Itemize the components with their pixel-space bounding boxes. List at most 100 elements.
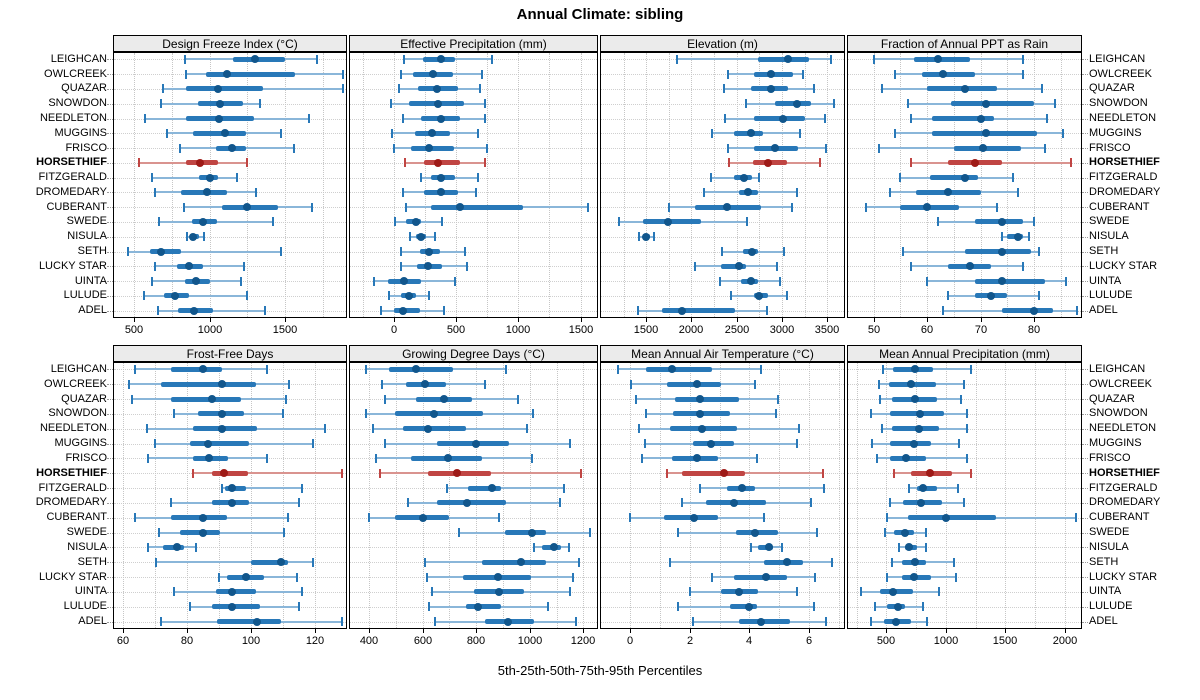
row-label-left-muggins: MUGGINS — [54, 126, 107, 139]
median-dot — [437, 173, 446, 182]
row-label-left-fitzgerald: FITZGERALD — [38, 171, 107, 184]
median-dot — [1029, 306, 1038, 315]
whisker-cap — [558, 498, 561, 508]
whisker-cap — [400, 69, 403, 79]
row-tick-left — [107, 133, 113, 134]
axis-tick-label: 2 — [686, 635, 694, 647]
median-dot — [456, 203, 465, 212]
row-guide — [601, 296, 844, 297]
row-label-left-swede: SWEDE — [66, 215, 107, 228]
whisker-cap — [477, 128, 480, 138]
row-tick-left — [107, 399, 113, 400]
median-dot — [440, 395, 449, 404]
whisker-cap — [323, 424, 326, 434]
axis-tick — [630, 629, 631, 633]
whisker-cap — [676, 602, 679, 612]
whisker-cap — [645, 409, 648, 419]
median-dot — [227, 602, 236, 611]
row-label-right-horsethief: HORSETHIEF — [1089, 156, 1160, 169]
whisker-cap — [870, 409, 873, 419]
whisker-cap — [1075, 513, 1078, 523]
whisker-cap — [813, 84, 816, 94]
whisker-cap — [640, 453, 643, 463]
row-label-left-lulude: LULUDE — [63, 289, 107, 302]
panel-fraction-of-annual-ppt-as-rain — [847, 52, 1082, 318]
whisker-cap — [203, 232, 206, 242]
row-tick-left — [107, 266, 113, 267]
whisker-cap — [894, 128, 897, 138]
whisker-cap — [910, 114, 913, 123]
whisker-cap — [778, 276, 781, 286]
iqr-box — [161, 381, 256, 387]
whisker-cap — [1038, 291, 1041, 301]
row-label-right-lucky-star: LUCKY STAR — [1089, 259, 1158, 272]
axis-tick-label: 2000 — [678, 324, 704, 336]
whisker-cap — [1070, 158, 1073, 168]
median-dot — [411, 365, 420, 374]
whisker-cap — [388, 291, 391, 301]
median-dot — [987, 291, 996, 300]
panel-strip-mean-annual-air-temperature-c: Mean Annual Air Temperature (°C) — [600, 345, 845, 362]
iqr-box — [916, 485, 938, 491]
median-dot — [473, 602, 482, 611]
row-tick-left — [107, 458, 113, 459]
whisker-cap — [433, 617, 436, 627]
whisker-cap — [137, 158, 140, 168]
panel-title: Design Freeze Index (°C) — [162, 36, 298, 51]
whisker-cap — [562, 483, 565, 493]
median-dot — [770, 144, 779, 153]
whisker-cap — [381, 379, 384, 389]
whisker-cap — [156, 306, 159, 316]
whisker-cap — [368, 513, 371, 523]
gridline — [456, 53, 457, 317]
median-dot — [740, 173, 748, 182]
whisker-cap — [821, 468, 824, 478]
gridline — [363, 53, 364, 317]
whisker-cap — [728, 158, 731, 168]
median-dot — [941, 513, 950, 522]
median-dot — [488, 484, 497, 493]
row-tick-left — [107, 207, 113, 208]
whisker-line — [128, 250, 281, 253]
whisker-cap — [1064, 276, 1067, 286]
whisker-cap — [142, 291, 145, 301]
whisker-cap — [637, 424, 640, 434]
whisker-cap — [809, 498, 812, 508]
whisker-line — [193, 472, 343, 475]
axis-tick — [737, 318, 738, 322]
whisker-cap — [1000, 232, 1003, 242]
row-label-left-owlcreek: OWLCREEK — [44, 67, 107, 80]
whisker-cap — [192, 468, 195, 478]
panel-frost-free-days — [113, 362, 347, 629]
median-dot — [910, 365, 919, 374]
row-tick-right — [1082, 458, 1088, 459]
panel-title: Fraction of Annual PPT as Rain — [880, 36, 1049, 51]
median-dot — [430, 409, 439, 418]
whisker-cap — [936, 217, 939, 227]
whisker-cap — [755, 453, 758, 463]
gridline — [749, 363, 750, 628]
median-dot — [719, 469, 728, 478]
row-tick-left — [107, 414, 113, 415]
whisker-cap — [719, 276, 722, 286]
whisker-cap — [242, 261, 245, 271]
median-dot — [764, 543, 773, 552]
whisker-cap — [441, 217, 444, 227]
gridline — [900, 53, 901, 317]
whisker-cap — [498, 513, 501, 523]
iqr-box — [394, 308, 420, 314]
row-label-right-frisco: FRISCO — [1089, 141, 1131, 154]
gridline — [1061, 53, 1062, 317]
panel-strip-mean-annual-precipitation-mm: Mean Annual Precipitation (mm) — [847, 345, 1082, 362]
row-tick-right — [1082, 444, 1088, 445]
whisker-line — [143, 294, 248, 297]
gridline — [172, 53, 173, 317]
row-tick-right — [1082, 369, 1088, 370]
whisker-cap — [179, 143, 182, 153]
whisker-cap — [486, 143, 489, 153]
whisker-cap — [963, 498, 966, 508]
whisker-cap — [669, 557, 672, 567]
whisker-cap — [894, 69, 897, 79]
row-label-right-needleton: NEEDLETON — [1089, 422, 1157, 435]
row-guide — [848, 577, 1081, 578]
